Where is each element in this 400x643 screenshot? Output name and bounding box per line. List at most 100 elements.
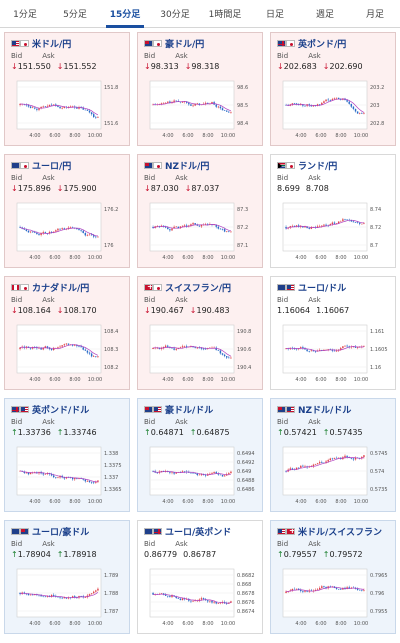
- flag-icon: [144, 40, 153, 47]
- candle-body: [169, 596, 171, 598]
- rate-card[interactable]: ユーロ/円 Bid Ask 175.896 175.900 176.2 176 4:00 6:0…: [4, 154, 130, 268]
- candle-body: [302, 465, 304, 467]
- pair-name[interactable]: 米ドル/スイスフラン: [298, 528, 383, 538]
- pair-name[interactable]: 米ドル/円: [32, 40, 72, 50]
- card-header: 米ドル/スイスフラン: [277, 525, 382, 538]
- candle-body: [169, 101, 171, 103]
- currency-flags: [144, 162, 162, 169]
- candle-body: [209, 600, 211, 602]
- pair-name[interactable]: ユーロ/ドル: [298, 284, 347, 294]
- pair-name[interactable]: NZドル/ドル: [298, 406, 352, 416]
- rate-card[interactable]: ユーロ/英ポンド Bid Ask 0.86779 0.86787 0.8682 0.868 0…: [137, 520, 263, 634]
- mini-candle-chart[interactable]: 1.789 1.788 1.787 4:00 6:00 8:00 10:00: [9, 565, 127, 633]
- pair-name[interactable]: 豪ドル/円: [165, 40, 205, 50]
- candle-body: [202, 598, 205, 600]
- pair-name[interactable]: 英ポンド/ドル: [32, 406, 90, 416]
- x-tick-label: 10:00: [88, 621, 102, 627]
- moving-average-line: [286, 586, 364, 592]
- rate-card[interactable]: NZドル/ドルBidAsk0.574210.574350.57450.5740.…: [270, 398, 396, 512]
- y-tick-label: 0.574: [370, 469, 384, 475]
- rate-card[interactable]: 豪ドル/ドルBidAsk0.648710.648750.64940.64920.…: [137, 398, 263, 512]
- candle-body: [335, 457, 338, 459]
- mini-candle-chart[interactable]: 87.3 87.2 87.1 4:00 6:00 8:00 10:00: [142, 199, 260, 267]
- mini-candle-chart[interactable]: 0.5745 0.574 0.5735 4:00 6:00 8:00 10:00: [275, 443, 393, 511]
- rate-card[interactable]: 英ポンド/ドルBidAsk1.337361.337461.3381.33751.…: [4, 398, 130, 512]
- tab-timeframe[interactable]: 30分足: [160, 10, 190, 20]
- rate-card[interactable]: スイスフラン/円BidAsk190.467190.483190.8190.619…: [137, 276, 263, 390]
- pair-name[interactable]: 豪ドル/ドル: [165, 406, 214, 416]
- mini-candle-chart[interactable]: 176.2 176 4:00 6:00 8:00 10:00: [9, 199, 127, 267]
- candle-body: [346, 219, 348, 221]
- candle-body: [323, 349, 325, 351]
- mini-candle-chart[interactable]: 190.8 190.6 190.4 4:00 6:00 8:00 10:00: [142, 321, 260, 389]
- mini-candle-chart[interactable]: 108.4 108.3 108.2 4:00 6:00 8:00 10:00: [9, 321, 127, 389]
- rate-card[interactable]: ユーロ/豪ドルBidAsk1.789041.789181.7891.7881.7…: [4, 520, 130, 634]
- tab-timeframe[interactable]: 月足: [365, 10, 384, 20]
- mini-candle-chart[interactable]: 0.6494 0.6492 0.649 0.6488 0.6486 4:00 6:00 8:0…: [142, 443, 260, 511]
- rate-card[interactable]: 米ドル/円 Bid Ask 151.550 151.552 151.8 151.6 4:00 6…: [4, 32, 130, 146]
- card-header: NZドル/円: [144, 159, 209, 172]
- tab-timeframe[interactable]: 15分足: [100, 0, 150, 28]
- card-header: ユーロ/豪ドル: [11, 525, 89, 538]
- pair-name[interactable]: スイスフラン/円: [165, 284, 232, 294]
- mini-candle-chart[interactable]: 1.161 1.1605 1.16 4:00 6:00 8:00 10:00: [275, 321, 393, 389]
- x-tick-label: 10:00: [354, 255, 368, 261]
- y-tick-label: 176: [104, 243, 114, 249]
- mini-candle-chart[interactable]: 8.74 8.72 8.7 4:00 6:00 8:00 10:00: [275, 199, 393, 267]
- tab-timeframe[interactable]: 日足: [265, 10, 284, 20]
- candle-body: [69, 106, 72, 108]
- candle-body: [46, 346, 49, 348]
- rate-card[interactable]: NZドル/円 Bid Ask 87.030 87.037 87.3 87.2 87.1 4:00…: [137, 154, 263, 268]
- candle-body: [194, 473, 196, 474]
- rate-card[interactable]: カナダドル/円BidAsk108.164108.170108.4108.3108…: [4, 276, 130, 390]
- x-tick-label: 8:00: [335, 377, 346, 383]
- rate-card[interactable]: ランド/円 Bid Ask 8.699 8.708 8.74 8.72 8.7 4:00 6:00…: [270, 154, 396, 268]
- price-labels: Bid Ask: [277, 296, 321, 304]
- candle-body: [59, 106, 61, 109]
- mini-candle-chart[interactable]: 151.8 151.6 4:00 6:00 8:00 10:00: [9, 77, 127, 145]
- flag-icon: [153, 406, 162, 413]
- candle-body: [42, 596, 44, 598]
- rate-card[interactable]: ユーロ/ドル Bid Ask 1.16064 1.16067 1.161 1.1605 1.1…: [270, 276, 396, 390]
- candle-body: [335, 223, 338, 224]
- ask-price: 202.690: [323, 62, 363, 71]
- candle-body: [302, 226, 304, 228]
- ask-price: 1.78918: [57, 550, 97, 559]
- rate-card[interactable]: 豪ドル/円 Bid Ask 98.313 98.318 98.6 98.5 98.4 4:00 6…: [137, 32, 263, 146]
- pair-name[interactable]: ユーロ/円: [32, 162, 72, 172]
- pair-name[interactable]: ランド/円: [298, 162, 338, 172]
- rate-card[interactable]: 英ポンド/円 Bid Ask 202.683 202.690 203.2 203 202.8 4…: [270, 32, 396, 146]
- pair-name[interactable]: ユーロ/豪ドル: [32, 528, 90, 538]
- mini-candle-chart[interactable]: 0.8682 0.868 0.8678 0.8676 0.8674 4:00 6:00 8:0…: [142, 565, 260, 633]
- candle-body: [221, 475, 224, 477]
- candle-body: [285, 591, 287, 593]
- bid-label: Bid: [11, 296, 23, 304]
- mini-candle-chart[interactable]: 98.6 98.5 98.4 4:00 6:00 8:00 10:00: [142, 77, 260, 145]
- candle-body: [59, 475, 61, 478]
- candle-body: [167, 101, 169, 103]
- ask-label: Ask: [42, 296, 55, 304]
- candle-body: [306, 590, 308, 592]
- tab-timeframe[interactable]: 1時間足: [208, 10, 242, 20]
- pair-name[interactable]: NZドル/円: [165, 162, 210, 172]
- candle-body: [198, 103, 201, 105]
- rate-card[interactable]: 米ドル/スイスフランBidAsk0.795570.795720.79650.79…: [270, 520, 396, 634]
- pair-name[interactable]: ユーロ/英ポンド: [165, 528, 232, 538]
- tab-timeframe[interactable]: 5分足: [63, 10, 87, 20]
- pair-name[interactable]: 英ポンド/円: [298, 40, 347, 50]
- candle-body: [215, 472, 217, 474]
- candle-body: [310, 350, 313, 352]
- tab-timeframe[interactable]: 1分足: [13, 10, 37, 20]
- pair-name[interactable]: カナダドル/円: [32, 284, 90, 294]
- candle-body: [84, 109, 87, 111]
- candle-body: [152, 104, 154, 106]
- mini-candle-chart[interactable]: 0.7965 0.796 0.7955 4:00 6:00 8:00 10:00: [275, 565, 393, 633]
- flag-icon: [20, 528, 29, 535]
- tab-timeframe[interactable]: 週足: [315, 10, 334, 20]
- mini-candle-chart[interactable]: 203.2 203 202.8 4:00 6:00 8:00 10:00: [275, 77, 393, 145]
- currency-flags: [11, 40, 29, 47]
- candle-body: [50, 594, 53, 597]
- mini-candle-chart[interactable]: 1.338 1.3375 1.337 1.3365 4:00 6:00 8:00 10:00: [9, 443, 127, 511]
- candle-body: [291, 225, 294, 227]
- candle-body: [50, 474, 53, 476]
